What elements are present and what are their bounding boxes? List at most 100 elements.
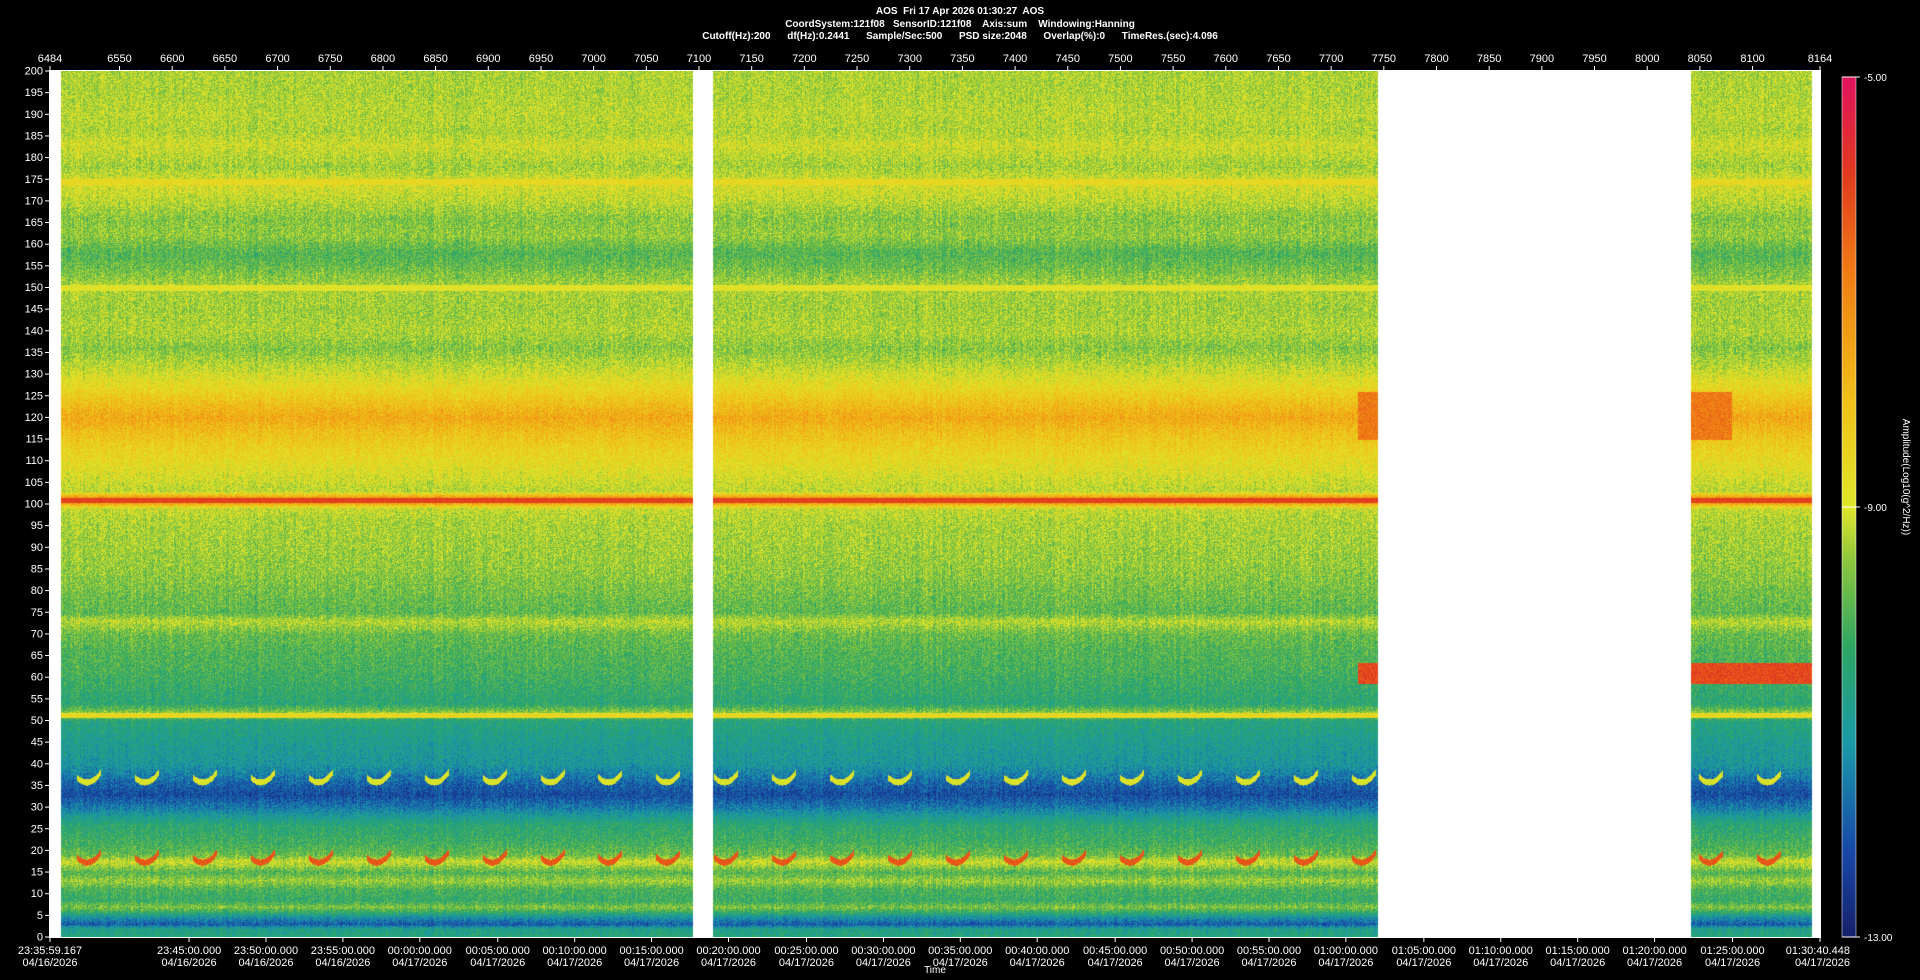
top-tick-label: 7200 <box>792 53 816 65</box>
time-tick-label: 00:30:00.000 <box>851 945 915 957</box>
y-tick-label: 125 <box>25 390 43 402</box>
date-tick-label: 04/17/2026 <box>1795 957 1850 969</box>
top-tick-label: 7250 <box>845 53 869 65</box>
date-tick-label: 04/17/2026 <box>933 957 988 969</box>
date-tick-label: 04/17/2026 <box>1627 957 1682 969</box>
y-axis: 0 5 10 15 20 25 30 35 40 45 50 55 60 65 70 75 80 85 90 95 10… <box>25 66 50 944</box>
date-tick-label: 04/17/2026 <box>1705 957 1760 969</box>
date-tick-label: 04/16/2026 <box>22 957 77 969</box>
y-tick-label: 165 <box>25 217 43 229</box>
y-tick-label: 25 <box>31 823 43 835</box>
top-tick-label: 6900 <box>476 53 500 65</box>
top-tick-label: 7800 <box>1424 53 1448 65</box>
y-tick-label: 95 <box>31 520 43 532</box>
y-tick-label: 175 <box>25 174 43 186</box>
date-tick-label: 04/17/2026 <box>1088 957 1143 969</box>
top-tick-label: 7100 <box>687 53 711 65</box>
date-tick-label: 04/17/2026 <box>1473 957 1528 969</box>
y-tick-label: 0 <box>37 932 43 944</box>
colorbar-tick-label: -5.00 <box>1864 73 1887 84</box>
top-tick-label: 6484 <box>38 53 62 65</box>
y-tick-label: 60 <box>31 672 43 684</box>
top-tick-label: 7300 <box>897 53 921 65</box>
date-tick-label: 04/17/2026 <box>1550 957 1605 969</box>
date-tick-label: 04/17/2026 <box>1010 957 1065 969</box>
top-tick-label: 7350 <box>950 53 974 65</box>
y-tick-label: 30 <box>31 802 43 814</box>
top-tick-label: 8050 <box>1688 53 1712 65</box>
time-tick-label: 01:05:00.000 <box>1392 945 1456 957</box>
top-tick-label: 7900 <box>1530 53 1554 65</box>
date-tick-label: 04/17/2026 <box>470 957 525 969</box>
date-tick-label: 04/16/2026 <box>162 957 217 969</box>
date-tick-label: 04/17/2026 <box>624 957 679 969</box>
time-tick-label: 23:35:59.167 <box>18 945 82 957</box>
top-tick-label: 7400 <box>1003 53 1027 65</box>
date-tick-label: 04/17/2026 <box>856 957 911 969</box>
y-tick-label: 110 <box>25 455 43 467</box>
top-tick-label: 8000 <box>1635 53 1659 65</box>
date-tick-label: 04/17/2026 <box>1396 957 1451 969</box>
time-tick-label: 00:35:00.000 <box>928 945 992 957</box>
y-tick-label: 100 <box>25 499 43 511</box>
colorbar-tick-label: -13.00 <box>1864 933 1893 944</box>
top-tick-label: 6950 <box>529 53 553 65</box>
colorbar[interactable]: -5.00 -9.00 -13.00 Amplitude(Log10(g^2/Hz)) <box>1841 73 1911 944</box>
date-tick-label: 04/16/2026 <box>315 957 370 969</box>
y-tick-label: 155 <box>25 260 43 272</box>
y-tick-label: 65 <box>31 650 43 662</box>
time-tick-label: 23:45:00.000 <box>157 945 221 957</box>
y-tick-label: 35 <box>31 780 43 792</box>
top-tick-label: 7950 <box>1582 53 1606 65</box>
top-tick-label: 7050 <box>634 53 658 65</box>
time-tick-label: 01:15:00.000 <box>1546 945 1610 957</box>
y-tick-label: 195 <box>25 87 43 99</box>
y-tick-label: 10 <box>31 888 43 900</box>
top-tick-label: 8100 <box>1740 53 1764 65</box>
y-tick-label: 160 <box>25 239 43 251</box>
top-tick-label: 7150 <box>739 53 763 65</box>
top-tick-label: 6800 <box>371 53 395 65</box>
y-tick-label: 40 <box>31 758 43 770</box>
y-tick-label: 130 <box>25 369 43 381</box>
top-tick-label: 7450 <box>1056 53 1080 65</box>
y-tick-label: 85 <box>31 563 43 575</box>
time-tick-label: 01:20:00.000 <box>1622 945 1686 957</box>
top-tick-label: 6650 <box>213 53 237 65</box>
time-axis: 23:35:59.16704/16/202623:45:00.00004/16/… <box>18 937 1850 976</box>
y-tick-label: 145 <box>25 304 43 316</box>
time-tick-label: 00:15:00.000 <box>619 945 683 957</box>
y-tick-label: 80 <box>31 585 43 597</box>
y-tick-label: 140 <box>25 325 43 337</box>
time-tick-label: 01:30:40.448 <box>1786 945 1850 957</box>
time-tick-label: 01:10:00.000 <box>1469 945 1533 957</box>
y-tick-label: 70 <box>31 628 43 640</box>
y-tick-label: 45 <box>31 737 43 749</box>
top-tick-label: 7700 <box>1319 53 1343 65</box>
date-tick-label: 04/17/2026 <box>701 957 756 969</box>
y-tick-label: 90 <box>31 542 43 554</box>
chart-header-line-3: Cutoff(Hz):200 df(Hz):0.2441 Sample/Sec:… <box>702 31 1218 42</box>
y-tick-label: 135 <box>25 347 43 359</box>
y-tick-label: 105 <box>25 477 43 489</box>
time-tick-label: 23:50:00.000 <box>234 945 298 957</box>
y-tick-label: 115 <box>25 434 43 446</box>
time-tick-label: 01:25:00.000 <box>1700 945 1764 957</box>
chart-header-line-2: CoordSystem:121f08 SensorID:121f08 Axis:… <box>785 19 1135 30</box>
date-tick-label: 04/17/2026 <box>1241 957 1296 969</box>
time-tick-label: 01:00:00.000 <box>1314 945 1378 957</box>
time-tick-label: 00:55:00.000 <box>1237 945 1301 957</box>
y-tick-label: 200 <box>25 66 43 78</box>
time-tick-label: 23:55:00.000 <box>311 945 375 957</box>
time-tick-label: 00:25:00.000 <box>774 945 838 957</box>
x-axis-title: Time <box>924 965 946 976</box>
colorbar-tick-label: -9.00 <box>1864 503 1887 514</box>
top-tick-label: 7000 <box>581 53 605 65</box>
top-tick-label: 7600 <box>1214 53 1238 65</box>
spectrogram-heatmap[interactable] <box>50 71 1820 937</box>
time-tick-label: 00:00:00.000 <box>388 945 452 957</box>
top-tick-label: 7850 <box>1477 53 1501 65</box>
time-tick-label: 00:50:00.000 <box>1160 945 1224 957</box>
date-tick-label: 04/17/2026 <box>547 957 602 969</box>
